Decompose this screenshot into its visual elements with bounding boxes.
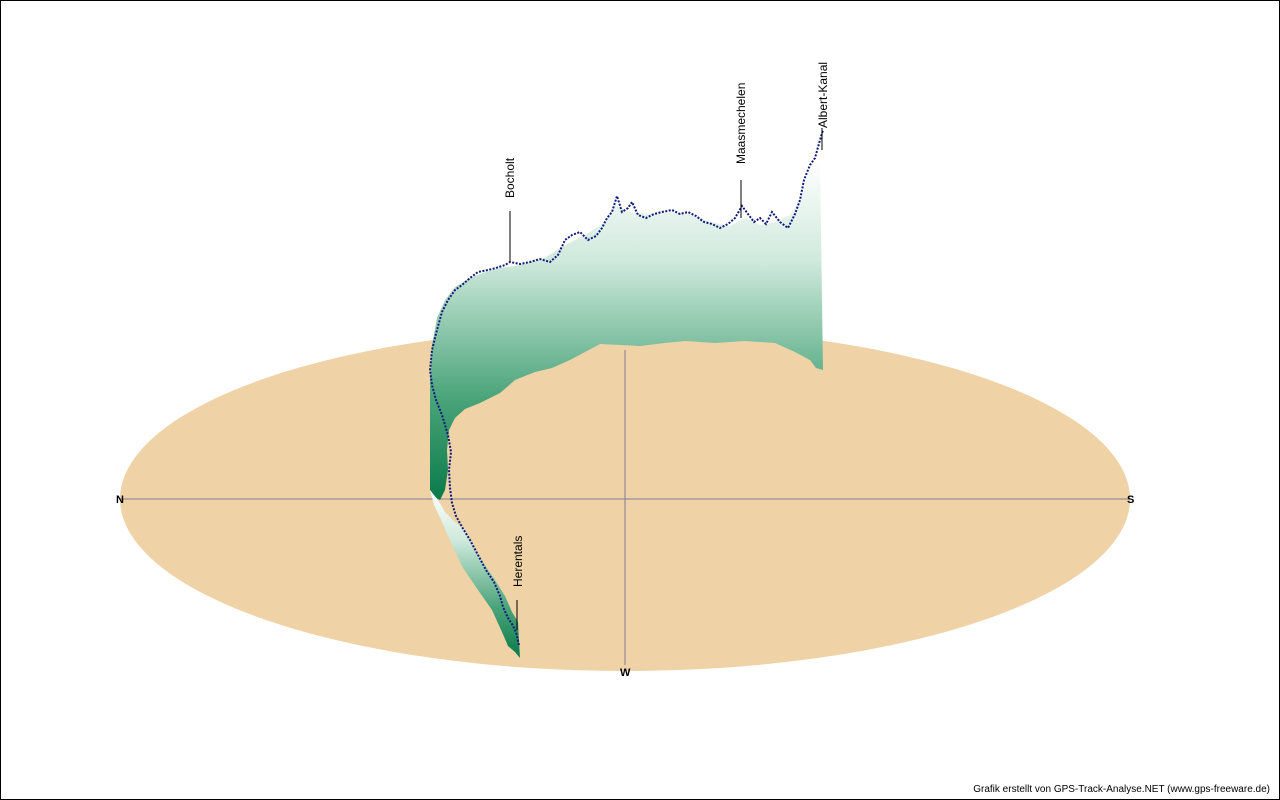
place-label-bocholt: Bocholt [503,157,517,198]
place-label-albert-kanal: Albert-Kanal [816,62,830,128]
direction-west: W [620,667,631,679]
place-label-herentals: Herentals [511,536,525,587]
elevation-curtain-upper [430,160,823,500]
elevation-curtain-lower [430,490,520,658]
direction-north: N [116,494,124,506]
place-label-maasmechelen: Maasmechelen [734,83,748,164]
credit-text: Grafik erstellt von GPS-Track-Analyse.NE… [973,784,1270,795]
direction-south: S [1127,494,1134,506]
gps-track [428,129,824,646]
